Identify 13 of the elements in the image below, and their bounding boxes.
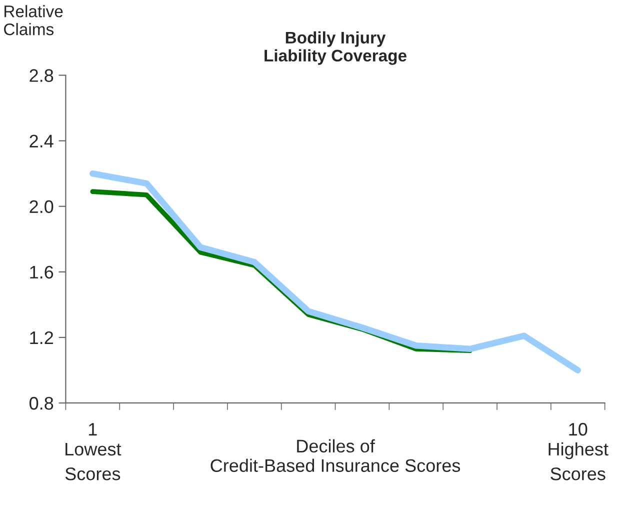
y-tick-label: 0.8 [30,396,54,410]
y-tick-label: 2.4 [30,134,54,148]
x-tick-label: 1 [89,423,97,436]
x-tick-label: 10 [569,422,588,436]
y-tick-label: 1.2 [30,331,54,344]
y-tick-label: 2.8 [30,69,54,82]
y-axis-title: Relative Claims [4,5,63,36]
y-tick-label: 1.6 [30,266,54,279]
text: Lowest Scores [65,442,122,480]
y-tick-label: 2.0 [30,200,54,214]
text: Highest Scores [548,442,608,480]
chart-title: Bodily Injury Liability Coverage [264,31,406,65]
x-axis-title: Deciles of Credit-Based Insurance Scores [210,439,460,472]
